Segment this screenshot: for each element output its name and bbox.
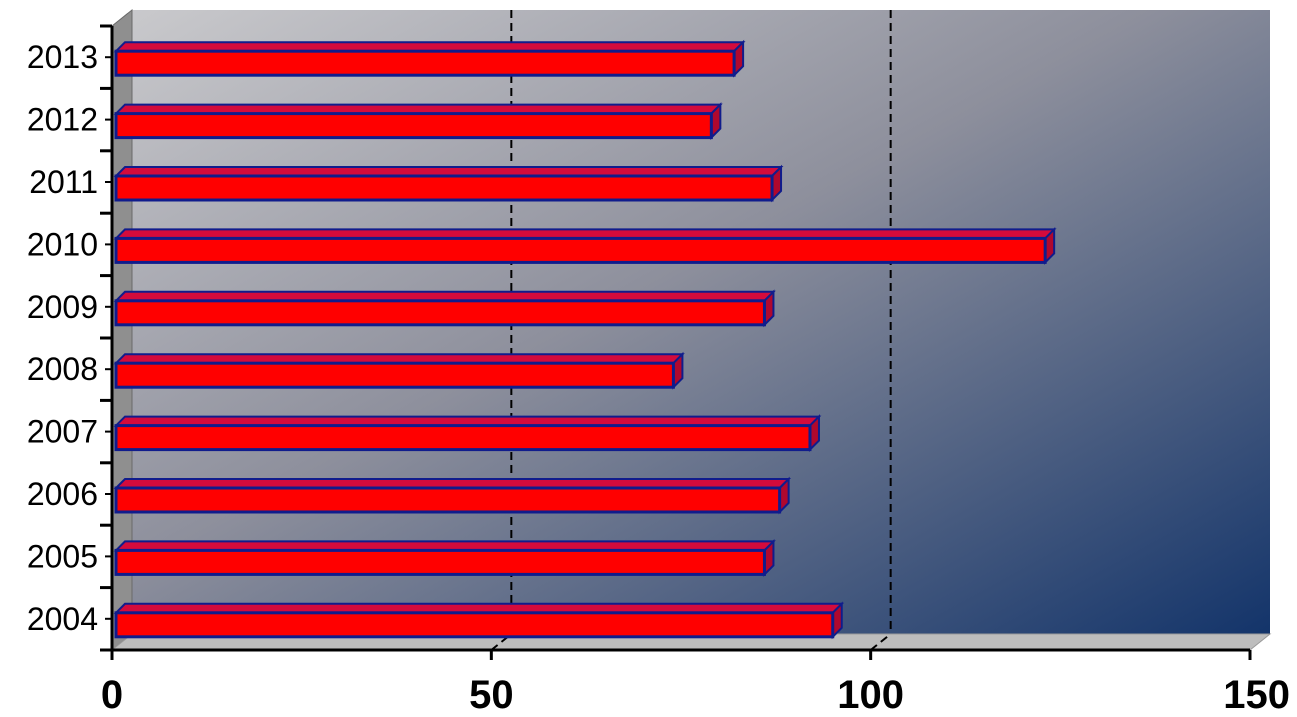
gridline-floor <box>870 633 892 651</box>
bar-front <box>114 236 1047 264</box>
bar <box>113 226 1057 265</box>
bar <box>113 351 685 390</box>
x-tick-label: 0 <box>101 673 123 717</box>
bar <box>113 601 845 640</box>
x-tick-label: 100 <box>837 673 904 717</box>
tick-labels: 2004 2005 2006 2007 2008 2009 2010 2011 2012 2013… <box>27 39 1290 717</box>
y-tick-label: 2013 <box>27 39 98 75</box>
y-tick-label: 2007 <box>27 414 98 450</box>
y-tick-label: 2008 <box>27 351 98 387</box>
y-tick-label: 2006 <box>27 476 98 512</box>
x-tick-label: 150 <box>1223 673 1290 717</box>
bar-front <box>114 174 774 202</box>
bar-front <box>114 49 736 77</box>
y-tick-label: 2012 <box>27 102 98 138</box>
bar-front <box>114 548 766 576</box>
bar-front <box>114 611 835 639</box>
axes <box>100 24 1252 660</box>
bar <box>113 414 822 453</box>
x-tick-label: 50 <box>469 673 514 717</box>
y-tick-label: 2010 <box>27 226 98 262</box>
bar <box>113 164 784 203</box>
bar <box>113 102 723 141</box>
bar-front <box>114 361 675 389</box>
bars <box>113 39 1057 640</box>
y-tick-label: 2009 <box>27 289 98 325</box>
bar-front <box>114 424 812 452</box>
bar <box>113 39 746 78</box>
bar <box>113 538 776 577</box>
bar <box>113 289 776 328</box>
gridline-floor <box>490 633 512 651</box>
y-tick-label: 2004 <box>27 601 98 637</box>
bar-front <box>114 486 782 514</box>
bar-front <box>114 299 766 327</box>
bar <box>113 476 792 515</box>
y-tick-label: 2011 <box>29 164 98 200</box>
y-tick-label: 2005 <box>27 538 98 574</box>
bar-front <box>114 112 713 140</box>
